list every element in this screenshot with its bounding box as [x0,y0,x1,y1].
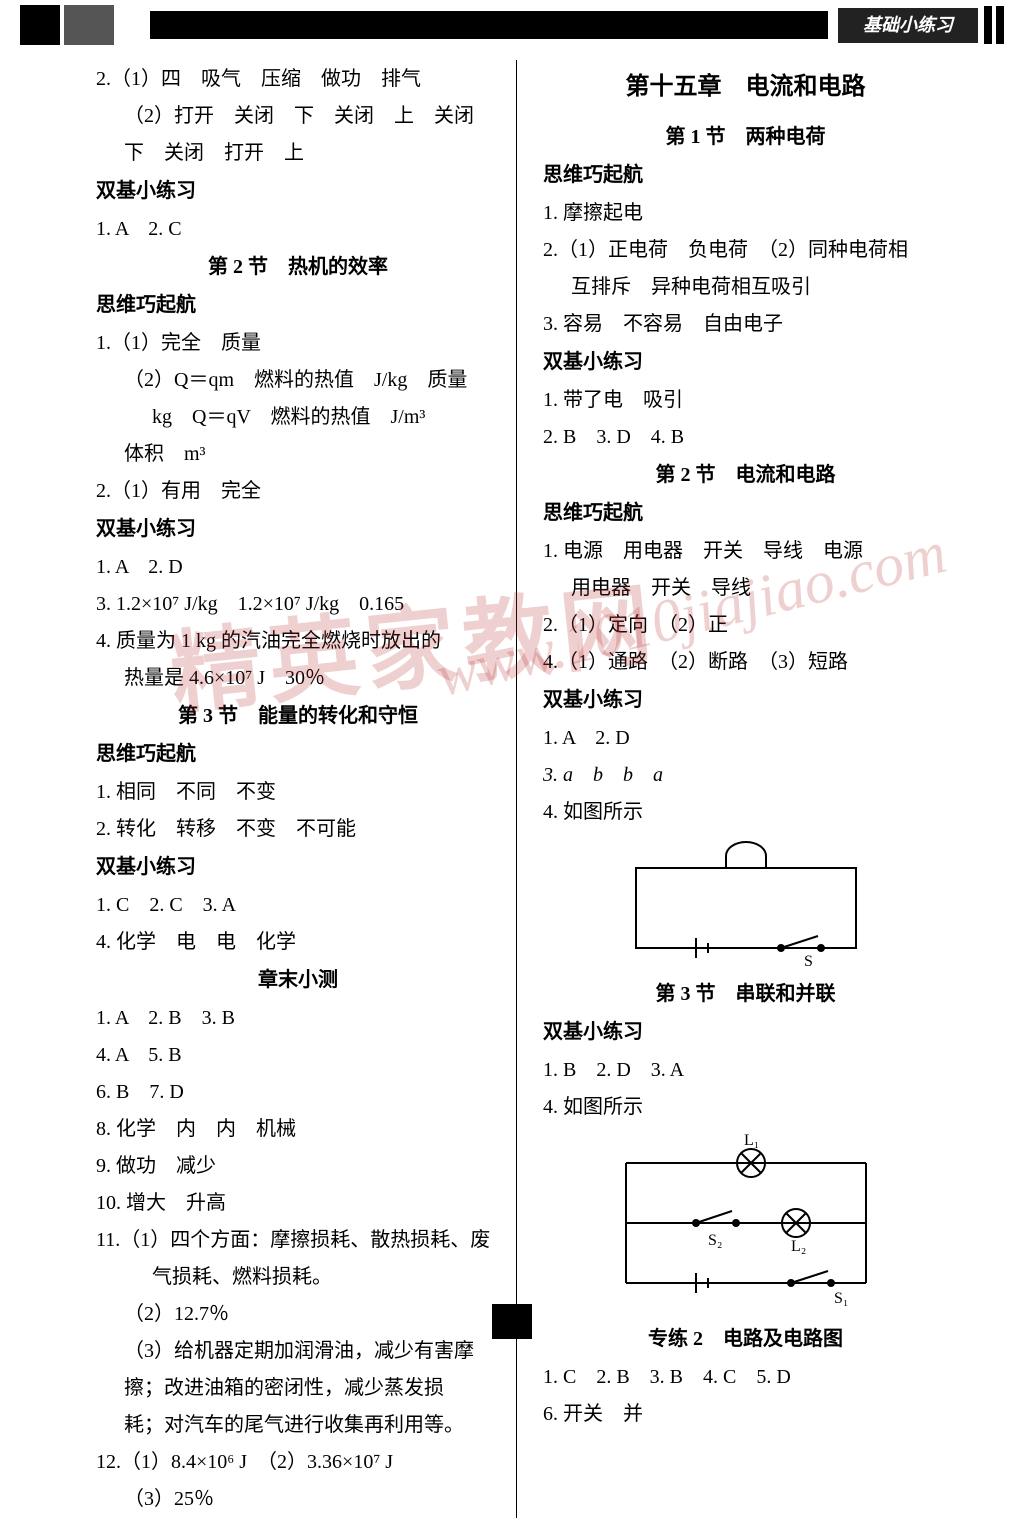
answer-line: 1. A 2. D [96,549,500,585]
switch-label: S [804,953,813,968]
section-title: 第 2 节 热机的效率 [96,249,500,285]
answer-line: 4.（1）通路 （2）断路 （3）短路 [543,644,948,680]
answer-line: 4. 如图所示 [543,794,948,830]
chapter-title: 第十五章 电流和电路 [543,66,948,109]
page-content: 2.（1）四 吸气 压缩 做功 排气 （2）打开 关闭 下 关闭 上 关闭 下 … [0,60,1024,1518]
answer-line: 9. 做功 减少 [96,1148,500,1184]
answer-line: 3. 容易 不容易 自由电子 [543,306,948,342]
section-title: 第 3 节 能量的转化和守恒 [96,698,500,734]
subsection-heading: 思维巧起航 [96,287,500,323]
page-header: 基础小练习 [0,0,1024,50]
section-title: 第 3 节 串联和并联 [543,976,948,1012]
answer-line: 耗；对汽车的尾气进行收集再利用等。 [96,1407,500,1443]
answer-line: 1.（1）完全 质量 [96,325,500,361]
answer-line: 体积 m³ [96,436,500,472]
circuit-diagram-1: S [596,838,896,968]
bulb-label-l1: L₁ [744,1133,759,1149]
answer-line: 4. A 5. B [96,1037,500,1073]
answer-line: 3. a b b a [543,757,948,793]
section-title: 第 2 节 电流和电路 [543,457,948,493]
section-title: 第 1 节 两种电荷 [543,119,948,155]
bulb-label-l2: L₂ [791,1238,806,1255]
answer-line: （3）25％ [96,1481,500,1517]
subsection-heading: 双基小练习 [96,511,500,547]
answer-line: 2.（1）四 吸气 压缩 做功 排气 [96,61,500,97]
answer-line: 12.（1）8.4×10⁶ J （2）3.36×10⁷ J [96,1444,500,1480]
header-badge: 基础小练习 [838,8,978,43]
bar-icon [984,6,992,44]
answer-line: kg Q＝qV 燃料的热值 J/m³ [96,399,500,435]
answer-line: 8. 化学 内 内 机械 [96,1111,500,1147]
switch-label-s2: S₂ [708,1232,722,1249]
right-column: 第十五章 电流和电路 第 1 节 两种电荷 思维巧起航 1. 摩擦起电 2.（1… [527,60,954,1518]
bar-icon [996,6,1004,44]
answer-line: 热量是 4.6×10⁷ J 30％ [96,660,500,696]
header-logo-blocks [20,5,140,45]
footer-block-icon [492,1304,532,1339]
answer-line: 1. 摩擦起电 [543,195,948,231]
answer-line: 1. A 2. D [543,720,948,756]
answer-line: 4. 质量为 1 kg 的汽油完全燃烧时放出的 [96,623,500,659]
answer-line: 擦；改进油箱的密闭性，减少蒸发损 [96,1370,500,1406]
answer-line: 4. 化学 电 电 化学 [96,924,500,960]
answer-line: （3）给机器定期加润滑油，减少有害摩 [96,1333,500,1369]
subsection-heading: 双基小练习 [543,1014,948,1050]
answer-line: 1. C 2. C 3. A [96,887,500,923]
answer-line: 2.（1）有用 完全 [96,473,500,509]
answer-line: 6. B 7. D [96,1074,500,1110]
answer-line: 1. A 2. C [96,211,500,247]
subsection-heading: 双基小练习 [96,849,500,885]
answer-line: 2.（1）定向 （2）正 [543,607,948,643]
subsection-heading: 思维巧起航 [543,495,948,531]
answer-line: 1. 相同 不同 不变 [96,774,500,810]
answer-line: 互排斥 异种电荷相互吸引 [543,269,948,305]
answer-line: 10. 增大 升高 [96,1185,500,1221]
header-divider-bar [150,11,828,39]
section-title: 专练 2 电路及电路图 [543,1321,948,1357]
subsection-heading: 思维巧起航 [543,157,948,193]
left-column: 2.（1）四 吸气 压缩 做功 排气 （2）打开 关闭 下 关闭 上 关闭 下 … [90,60,517,1518]
subsection-heading: 双基小练习 [543,682,948,718]
subsection-heading: 双基小练习 [543,344,948,380]
answer-line: 11.（1）四个方面：摩擦损耗、散热损耗、废 [96,1222,500,1258]
black-block-icon [20,5,60,45]
answer-line: 6. 开关 并 [543,1396,948,1432]
answer-line: 1. A 2. B 3. B [96,1000,500,1036]
answer-line: 气损耗、燃料损耗。 [96,1259,500,1295]
section-title: 章末小测 [96,962,500,998]
answer-line: 1. 电源 用电器 开关 导线 电源 [543,533,948,569]
answer-line: 1. B 2. D 3. A [543,1052,948,1088]
subsection-heading: 思维巧起航 [96,736,500,772]
answer-line: 2.（1）正电荷 负电荷 （2）同种电荷相 [543,232,948,268]
subsection-heading: 双基小练习 [96,173,500,209]
answer-line: 用电器 开关 导线 [543,570,948,606]
circuit-diagram-2: L₁ L₂ S₂ S₁ [586,1133,906,1313]
gray-block-icon [64,5,114,45]
answer-line: 1. C 2. B 3. B 4. C 5. D [543,1359,948,1395]
answer-line: 1. 带了电 吸引 [543,382,948,418]
switch-label-s1: S₁ [834,1290,848,1307]
answer-line: （2）打开 关闭 下 关闭 上 关闭 [96,98,500,134]
answer-line: 2. 转化 转移 不变 不可能 [96,811,500,847]
answer-line: 下 关闭 打开 上 [96,135,500,171]
answer-line: 2. B 3. D 4. B [543,419,948,455]
answer-line: 4. 如图所示 [543,1089,948,1125]
answer-line: （2）Q＝qm 燃料的热值 J/kg 质量 [96,362,500,398]
header-end-bars [984,6,1004,44]
answer-line: 3. 1.2×10⁷ J/kg 1.2×10⁷ J/kg 0.165 [96,586,500,622]
answer-line: （2）12.7％ [96,1296,500,1332]
